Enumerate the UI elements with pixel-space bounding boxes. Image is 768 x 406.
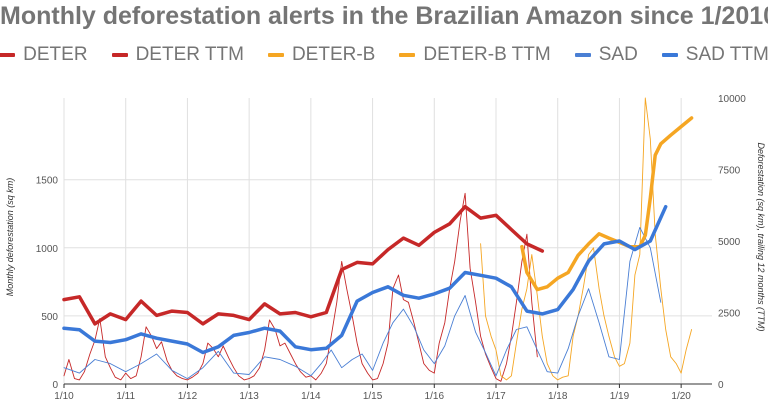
chart-title: Monthly deforestation alerts in the Braz… bbox=[0, 2, 768, 30]
series-line-sad-ttm bbox=[62, 204, 668, 355]
legend-label: SAD TTM bbox=[685, 44, 768, 65]
x-tick-label: 1/13 bbox=[239, 391, 259, 402]
x-tick-label: 1/11 bbox=[116, 391, 135, 402]
x-axis-ticks: 1/10 1/11 1/12 1/13 1/14 1/15 1/16 1/17 1/18 1/19… bbox=[54, 384, 691, 402]
x-tick-label: 1/14 bbox=[301, 391, 321, 402]
y-tick-label: 500 bbox=[41, 312, 58, 323]
legend-swatch bbox=[574, 53, 591, 57]
y-axis-ticks: 0 500 1000 1500 bbox=[36, 176, 59, 391]
legend-label: SAD bbox=[598, 44, 638, 65]
y2-tick-label: 7500 bbox=[718, 166, 741, 177]
x-tick-label: 1/16 bbox=[425, 391, 445, 402]
x-tick-label: 1/17 bbox=[486, 391, 506, 402]
legend-swatch bbox=[399, 53, 416, 57]
x-tick-label: 1/12 bbox=[178, 391, 198, 402]
y2-tick-label: 10000 bbox=[718, 94, 746, 105]
y2-axis-ticks: 0 2500 5000 7500 10000 bbox=[718, 94, 746, 391]
legend-item: SAD TTM bbox=[661, 44, 768, 66]
x-tick-label: 1/19 bbox=[610, 391, 630, 402]
x-tick-label: 1/18 bbox=[548, 391, 568, 402]
y2-tick-label: 2500 bbox=[718, 309, 741, 320]
x-tick-label: 1/10 bbox=[54, 391, 74, 402]
legend-item: DETER bbox=[0, 44, 88, 66]
legend-swatch bbox=[111, 53, 128, 57]
legend-swatch bbox=[267, 53, 284, 57]
legend-item: DETER TTM bbox=[111, 44, 244, 66]
legend-label: DETER-B TTM bbox=[423, 44, 551, 65]
x-tick-label: 1/20 bbox=[671, 391, 691, 402]
legend-label: DETER TTM bbox=[135, 44, 244, 65]
series-line-deter-b-ttm bbox=[520, 116, 694, 292]
series-line-deter bbox=[63, 192, 538, 382]
y-axis-label: Monthly deforestation (sq km) bbox=[5, 178, 15, 297]
legend: DETER DETER TTM DETER-B DETER-B TTM SAD SAD T… bbox=[0, 44, 768, 66]
y-tick-label: 0 bbox=[52, 380, 58, 391]
y-tick-label: 1000 bbox=[36, 244, 59, 255]
legend-item: SAD bbox=[574, 44, 638, 66]
y2-tick-label: 0 bbox=[718, 380, 724, 391]
legend-item: DETER-B TTM bbox=[399, 44, 551, 66]
series-line-deter-b bbox=[480, 97, 693, 381]
y2-tick-label: 5000 bbox=[718, 237, 741, 248]
series-line-sad bbox=[63, 226, 662, 380]
y2-axis-label: Deforestation (sq km), trailing 12 month… bbox=[756, 142, 766, 331]
series-line-deter-ttm bbox=[62, 204, 545, 326]
y-tick-label: 1500 bbox=[36, 176, 59, 187]
series-layer bbox=[62, 97, 694, 382]
legend-swatch bbox=[661, 53, 678, 57]
legend-swatch bbox=[0, 53, 16, 57]
legend-label: DETER-B bbox=[291, 44, 376, 65]
legend-label: DETER bbox=[23, 44, 88, 65]
legend-item: DETER-B bbox=[267, 44, 376, 66]
x-tick-label: 1/15 bbox=[363, 391, 383, 402]
